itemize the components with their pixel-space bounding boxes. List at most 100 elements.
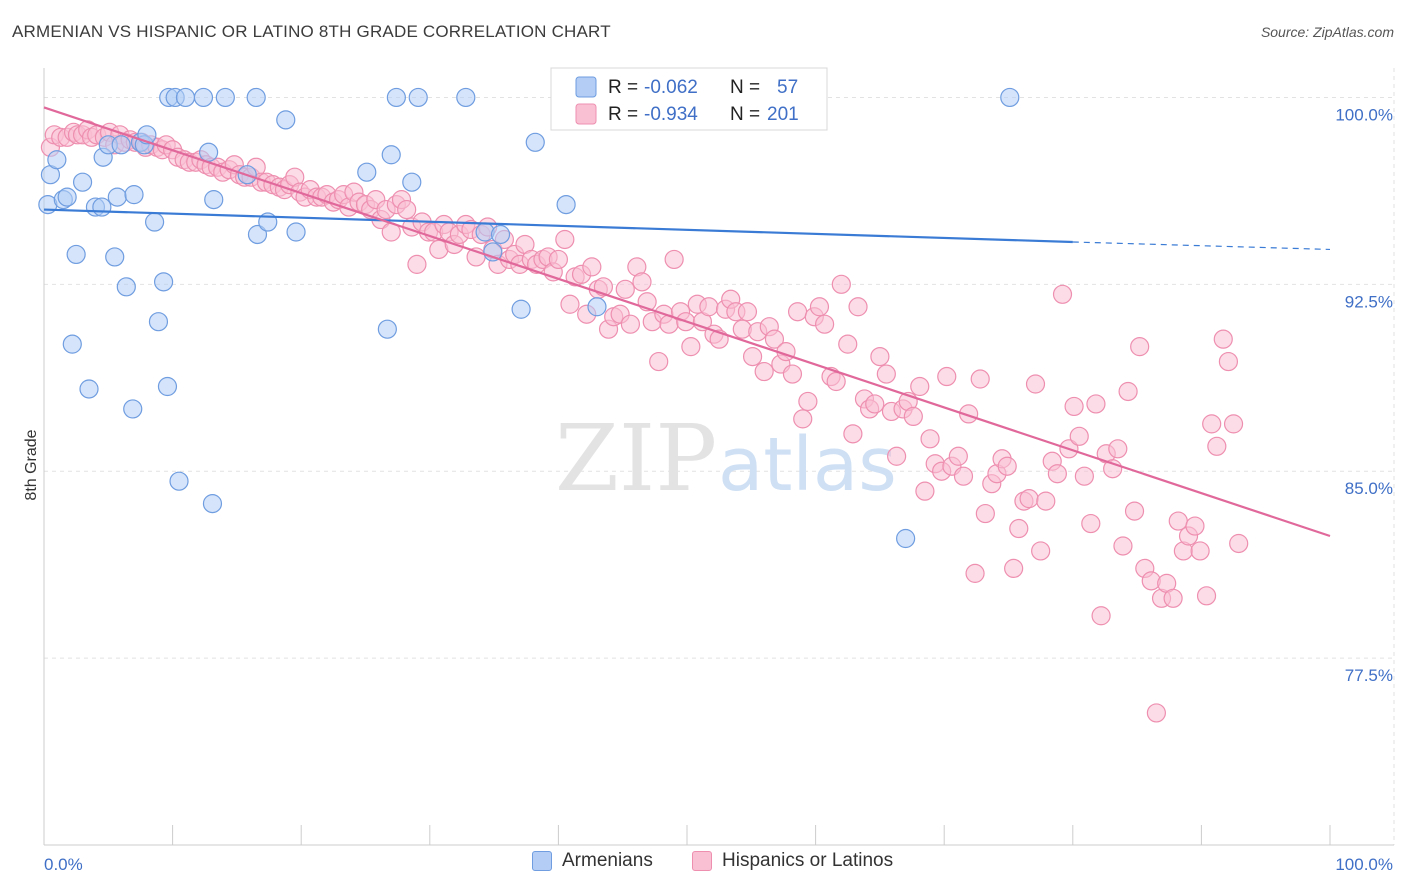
- armenian-point: [79, 379, 99, 399]
- armenian-point: [511, 299, 531, 319]
- hispanic-point: [1052, 284, 1073, 304]
- source-label: Source: ZipAtlas.com: [1260, 24, 1394, 40]
- legend-r-label-2: R =: [608, 104, 638, 125]
- y-tick-label: 77.5%: [1345, 666, 1393, 685]
- hispanic-point: [1207, 436, 1227, 456]
- hispanic-point: [1190, 541, 1210, 561]
- hispanic-point: [848, 297, 868, 317]
- armenian-point: [199, 142, 219, 162]
- armenian-point: [402, 172, 422, 192]
- hispanic-point: [1031, 541, 1051, 561]
- hispanic-point: [742, 346, 763, 367]
- watermark: ZIP atlas: [555, 405, 897, 512]
- hispanic-point: [970, 369, 990, 389]
- hispanic-point: [1064, 396, 1084, 417]
- armenian-point: [587, 297, 607, 317]
- hispanic-point: [798, 391, 818, 412]
- armenian-point: [124, 185, 144, 205]
- y-tick-label: 85.0%: [1345, 479, 1393, 498]
- hispanic-point: [865, 394, 885, 414]
- chart-title: ARMENIAN VS HISPANIC OR LATINO 8TH GRADE…: [12, 22, 611, 41]
- y-tick-label: 100.0%: [1335, 105, 1393, 124]
- legend-n-value-2: 201: [767, 104, 799, 125]
- hispanic-point: [997, 456, 1017, 476]
- legend-n-label-1: N =: [730, 77, 760, 98]
- armenian-point: [215, 87, 235, 108]
- hispanic-point: [831, 274, 851, 294]
- hispanic-trend-line: [43, 106, 1331, 538]
- armenian-point: [896, 528, 916, 549]
- armenian-point: [202, 494, 223, 514]
- armenian-point: [62, 334, 82, 354]
- armenian-point: [157, 376, 178, 397]
- hispanic-point: [407, 254, 427, 274]
- hispanic-point: [699, 297, 719, 317]
- hispanic-point: [397, 199, 417, 220]
- hispanic-point: [1025, 374, 1046, 394]
- hispanic-point: [737, 302, 758, 322]
- legend-n-label-2: N =: [730, 104, 760, 125]
- hispanic-point: [876, 364, 896, 384]
- x-tick-labels: 0.0% 100.0%: [44, 855, 1393, 874]
- hispanic-point: [1113, 536, 1133, 556]
- hispanic-point: [903, 406, 923, 427]
- armenian-trend-line: [43, 208, 1073, 244]
- hispanic-point: [1036, 491, 1056, 511]
- bottom-legend: Armenians Hispanics or Latinos: [0, 850, 1406, 880]
- hispanic-point: [620, 314, 641, 334]
- armenian-point: [386, 87, 406, 108]
- hispanic-point: [582, 257, 602, 277]
- legend-r-value-2: -0.934: [644, 104, 698, 125]
- hispanic-point: [793, 409, 813, 429]
- hispanic-point: [1185, 516, 1205, 536]
- armenian-point: [276, 110, 296, 130]
- hispanic-point: [843, 424, 863, 444]
- armenian-point: [123, 399, 143, 419]
- hispanic-point: [1108, 439, 1128, 459]
- armenian-point: [193, 87, 214, 108]
- x-tick-label: 100.0%: [1335, 855, 1393, 874]
- armenian-point: [66, 244, 86, 265]
- legend-swatch-armenians: [575, 76, 597, 98]
- hispanic-point: [1091, 606, 1111, 626]
- armenian-point: [381, 145, 401, 165]
- hispanic-point: [1004, 558, 1024, 579]
- hispanic-point: [1047, 464, 1067, 484]
- armenian-point: [408, 87, 428, 108]
- legend-r-value-1: -0.062: [644, 77, 698, 98]
- trend-lines: [43, 106, 1331, 538]
- y-tick-labels: 100.0% 92.5% 85.0% 77.5%: [1335, 105, 1393, 685]
- hispanic-point: [953, 466, 974, 486]
- armenian-point: [47, 150, 67, 170]
- armenian-point: [377, 319, 397, 339]
- armenian-point: [144, 212, 165, 232]
- hispanic-point: [632, 272, 652, 292]
- armenian-point: [111, 135, 131, 155]
- armenian-point: [525, 132, 545, 152]
- hispanic-point: [826, 371, 846, 392]
- armenian-point: [246, 87, 266, 108]
- hispanic-point: [1130, 337, 1150, 357]
- hispanic-point: [838, 334, 858, 354]
- bottom-legend-item-armenians: Armenians: [532, 850, 653, 872]
- hispanic-point: [1086, 394, 1106, 414]
- armenian-point: [456, 87, 476, 108]
- y-axis-title: 8th Grade: [23, 429, 40, 500]
- armenian-point: [204, 190, 224, 210]
- armenian-point: [72, 172, 93, 192]
- legend-swatch-hispanics: [575, 103, 597, 125]
- bottom-legend-item-hispanics: Hispanics or Latinos: [692, 850, 893, 872]
- hispanic-point: [548, 249, 569, 270]
- hispanic-point: [948, 446, 968, 466]
- legend-n-value-1: 57: [777, 77, 798, 98]
- hispanic-point: [975, 503, 995, 524]
- hispanic-point: [1223, 414, 1244, 434]
- armenian-point: [169, 471, 189, 491]
- hispanic-point: [1202, 414, 1222, 434]
- armenian-point: [490, 224, 511, 245]
- hispanic-point: [1074, 466, 1094, 486]
- bottom-legend-swatch-armenians: [532, 851, 552, 871]
- armenian-point: [556, 194, 576, 215]
- armenian-point: [1000, 87, 1020, 108]
